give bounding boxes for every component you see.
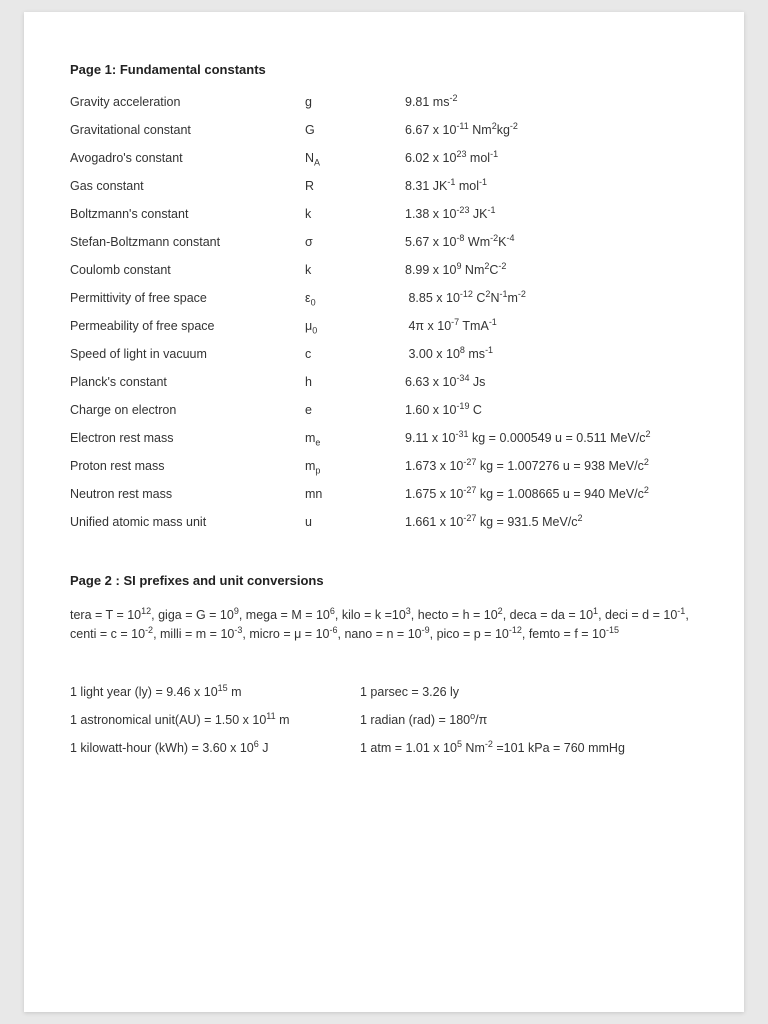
constant-name: Electron rest mass (70, 431, 305, 445)
constant-symbol: u (305, 515, 405, 529)
conversion-right: 1 radian (rad) = 180o/π (360, 713, 698, 727)
constant-row: Speed of light in vacuumc 3.00 x 108 ms-… (70, 347, 698, 361)
constant-symbol: ε0 (305, 291, 405, 305)
constant-row: Stefan-Boltzmann constantσ5.67 x 10-8 Wm… (70, 235, 698, 249)
page2-heading: Page 2 : SI prefixes and unit conversion… (70, 573, 698, 588)
constant-symbol: e (305, 403, 405, 417)
constant-value: 1.675 x 10-27 kg = 1.008665 u = 940 MeV/… (405, 487, 698, 501)
constant-row: Electron rest massme9.11 x 10-31 kg = 0.… (70, 431, 698, 445)
constant-row: Gravitational constantG6.67 x 10-11 Nm2k… (70, 123, 698, 137)
constant-value: 9.81 ms-2 (405, 95, 698, 109)
constant-name: Boltzmann's constant (70, 207, 305, 221)
constant-symbol: h (305, 375, 405, 389)
constants-table: Gravity accelerationg9.81 ms-2 Gravitatio… (70, 95, 698, 529)
constant-name: Planck's constant (70, 375, 305, 389)
conversion-row: 1 astronomical unit(AU) = 1.50 x 1011 m1… (70, 713, 698, 727)
conversion-right: 1 atm = 1.01 x 105 Nm-2 =101 kPa = 760 m… (360, 741, 698, 755)
conversion-right: 1 parsec = 3.26 ly (360, 685, 698, 699)
constant-row: Proton rest massmp1.673 x 10-27 kg = 1.0… (70, 459, 698, 473)
constant-row: Permeability of free spaceμ0 4π x 10-7 T… (70, 319, 698, 333)
constant-row: Gas constantR8.31 JK-1 mol-1 (70, 179, 698, 193)
document-page: Page 1: Fundamental constants Gravity ac… (24, 12, 744, 1012)
constant-value: 8.99 x 109 Nm2C-2 (405, 263, 698, 277)
constant-symbol: μ0 (305, 319, 405, 333)
constant-symbol: R (305, 179, 405, 193)
conversion-row: 1 light year (ly) = 9.46 x 1015 m1 parse… (70, 685, 698, 699)
constant-symbol: mn (305, 487, 405, 501)
constant-name: Stefan-Boltzmann constant (70, 235, 305, 249)
constant-name: Unified atomic mass unit (70, 515, 305, 529)
constant-name: Speed of light in vacuum (70, 347, 305, 361)
constant-symbol: g (305, 95, 405, 109)
si-prefixes-text: tera = T = 1012, giga = G = 109, mega = … (70, 606, 698, 645)
constant-symbol: c (305, 347, 405, 361)
constant-symbol: k (305, 263, 405, 277)
conversion-left: 1 kilowatt-hour (kWh) = 3.60 x 106 J (70, 741, 360, 755)
constant-symbol: G (305, 123, 405, 137)
constant-symbol: NA (305, 151, 405, 165)
constant-value: 9.11 x 10-31 kg = 0.000549 u = 0.511 MeV… (405, 431, 698, 445)
conversions-table: 1 light year (ly) = 9.46 x 1015 m1 parse… (70, 685, 698, 755)
constant-name: Permittivity of free space (70, 291, 305, 305)
constant-symbol: k (305, 207, 405, 221)
constant-value: 6.67 x 10-11 Nm2kg-2 (405, 123, 698, 137)
constant-value: 8.85 x 10-12 C2N-1m-2 (405, 291, 698, 305)
constant-row: Coulomb constantk8.99 x 109 Nm2C-2 (70, 263, 698, 277)
constant-value: 8.31 JK-1 mol-1 (405, 179, 698, 193)
constant-value: 1.661 x 10-27 kg = 931.5 MeV/c2 (405, 515, 698, 529)
constant-value: 6.63 x 10-34 Js (405, 375, 698, 389)
constant-name: Charge on electron (70, 403, 305, 417)
constant-value: 6.02 x 1023 mol-1 (405, 151, 698, 165)
constant-symbol: mp (305, 459, 405, 473)
constant-value: 1.38 x 10-23 JK-1 (405, 207, 698, 221)
constant-name: Gravity acceleration (70, 95, 305, 109)
constant-name: Avogadro's constant (70, 151, 305, 165)
constant-row: Unified atomic mass unitu1.661 x 10-27 k… (70, 515, 698, 529)
constant-name: Neutron rest mass (70, 487, 305, 501)
constant-value: 5.67 x 10-8 Wm-2K-4 (405, 235, 698, 249)
constant-name: Proton rest mass (70, 459, 305, 473)
constant-symbol: me (305, 431, 405, 445)
constant-row: Gravity accelerationg9.81 ms-2 (70, 95, 698, 109)
constant-row: Neutron rest massmn1.675 x 10-27 kg = 1.… (70, 487, 698, 501)
constant-value: 3.00 x 108 ms-1 (405, 347, 698, 361)
conversion-left: 1 astronomical unit(AU) = 1.50 x 1011 m (70, 713, 360, 727)
constant-value: 4π x 10-7 TmA-1 (405, 319, 698, 333)
constant-name: Gravitational constant (70, 123, 305, 137)
constant-row: Planck's constanth6.63 x 10-34 Js (70, 375, 698, 389)
constant-symbol: σ (305, 235, 405, 249)
page1-heading: Page 1: Fundamental constants (70, 62, 698, 77)
constant-value: 1.60 x 10-19 C (405, 403, 698, 417)
constant-name: Permeability of free space (70, 319, 305, 333)
constant-row: Avogadro's constantNA6.02 x 1023 mol-1 (70, 151, 698, 165)
conversion-left: 1 light year (ly) = 9.46 x 1015 m (70, 685, 360, 699)
constant-row: Charge on electrone1.60 x 10-19 C (70, 403, 698, 417)
conversion-row: 1 kilowatt-hour (kWh) = 3.60 x 106 J1 at… (70, 741, 698, 755)
constant-name: Coulomb constant (70, 263, 305, 277)
constant-name: Gas constant (70, 179, 305, 193)
constant-row: Boltzmann's constantk1.38 x 10-23 JK-1 (70, 207, 698, 221)
constant-value: 1.673 x 10-27 kg = 1.007276 u = 938 MeV/… (405, 459, 698, 473)
constant-row: Permittivity of free spaceε0 8.85 x 10-1… (70, 291, 698, 305)
